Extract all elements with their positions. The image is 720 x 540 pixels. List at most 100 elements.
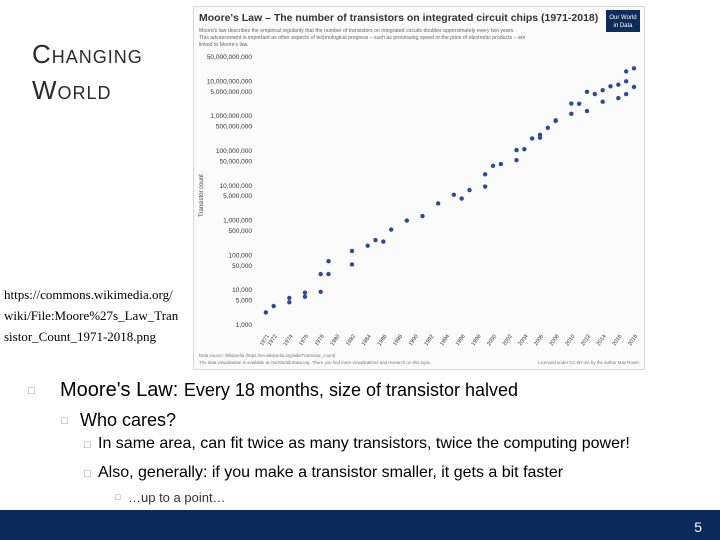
x-tick-label: 2018: [627, 334, 639, 347]
chart-subtitle-line-3: linked to Moore's law.: [199, 42, 248, 48]
x-tick-label: 2016: [612, 334, 624, 347]
page-number: 5: [694, 519, 702, 535]
y-tick-label: 100,000,000: [216, 148, 253, 155]
data-point: [569, 111, 574, 116]
data-point: [623, 91, 629, 97]
chart-svg: Moore's Law – The number of transistors …: [199, 10, 640, 365]
y-tick-label: 50,000,000: [219, 158, 252, 165]
y-tick-label: 10,000: [232, 287, 252, 294]
y-tick-label: 1,000: [236, 322, 253, 329]
data-point: [631, 84, 637, 90]
data-point: [623, 69, 629, 74]
data-point: [616, 82, 621, 87]
footer-bar: 5: [0, 510, 720, 540]
y-tick-label: 5,000: [236, 298, 253, 305]
owid-logo-line-1: Our World: [609, 15, 636, 21]
y-tick-label: 500,000,000: [216, 124, 253, 131]
data-point: [529, 136, 535, 141]
data-point: [271, 303, 276, 309]
data-point: [373, 237, 378, 243]
data-point: [514, 147, 519, 153]
data-point: [467, 187, 472, 193]
data-point: [287, 300, 292, 305]
data-point: [263, 310, 269, 315]
data-point: [553, 118, 558, 124]
x-tick-label: 1986: [377, 334, 389, 347]
x-tick-label: 2010: [565, 334, 577, 347]
x-tick-label: 1982: [345, 334, 357, 347]
data-point: [490, 163, 496, 168]
owid-logo: [606, 10, 640, 32]
x-tick-label: 2002: [502, 334, 514, 347]
image-source-link[interactable]: https://commons.wikimedia.org/wiki/File:…: [4, 287, 179, 344]
slide-title-line-1: Changing: [32, 39, 143, 69]
data-points: [263, 66, 637, 315]
x-tick-label: 1971: [259, 334, 271, 347]
data-point: [631, 66, 637, 71]
chart-subtitle-line-1: Moore's law describes the empirical regu…: [199, 28, 515, 34]
data-point: [569, 101, 574, 106]
data-point: [302, 294, 308, 299]
data-point: [302, 290, 308, 295]
y-tick-label: 10,000,000: [219, 183, 252, 190]
chart-source-note: Data source: Wikipedia (https://en.wikip…: [199, 353, 336, 358]
data-point: [514, 157, 519, 163]
x-tick-label: 2006: [533, 334, 545, 347]
x-tick-label: 1978: [314, 334, 326, 347]
bullet-up-to-a-point: …up to a point…: [128, 490, 226, 505]
owid-logo-line-2: in Data: [613, 23, 633, 29]
data-point: [365, 243, 370, 248]
bullet-same-area: In same area, can fit twice as many tran…: [98, 435, 630, 452]
bullet-marker: □: [115, 492, 121, 502]
x-tick-label: 1990: [408, 334, 420, 347]
y-tick-label: 100,000: [229, 252, 253, 259]
slide-title: Changing World: [32, 36, 192, 108]
y-tick-label: 1,000,000,000: [210, 113, 252, 120]
moores-law-chart: Moore's Law – The number of transistors …: [193, 6, 645, 370]
chart-viz-note: The data visualization is available at O…: [199, 360, 431, 365]
y-tick-label: 5,000,000: [223, 193, 252, 200]
data-point: [608, 84, 613, 89]
x-tick-label: 1974: [283, 334, 295, 347]
x-tick-label: 2008: [549, 334, 561, 347]
bullet-who-cares: Who cares?: [80, 410, 177, 430]
data-point: [459, 196, 464, 201]
chart-title: Moore's Law – The number of transistors …: [199, 12, 598, 24]
x-tick-label: 1972: [267, 334, 279, 347]
data-point: [537, 135, 543, 140]
y-tick-label: 5,000,000,000: [210, 89, 252, 96]
data-point: [435, 201, 441, 206]
bullet-marker: □: [61, 415, 68, 427]
x-tick-label: 1988: [392, 334, 404, 347]
data-point: [349, 248, 355, 254]
y-axis-label: Transistor count: [199, 174, 205, 217]
y-axis-ticks: 50,000,000,000 10,000,000,000 5,000,000,00…: [207, 54, 253, 329]
data-point: [326, 259, 331, 264]
y-tick-label: 500,000: [229, 228, 253, 235]
chart-subtitle-line-2: This advancement is important as other a…: [199, 35, 526, 41]
data-point: [388, 227, 394, 232]
data-point: [404, 218, 410, 223]
data-point: [451, 192, 457, 197]
data-point: [318, 271, 323, 277]
x-tick-label: 1996: [455, 334, 467, 347]
bullet-moores-law-text: Every 18 months, size of transistor halv…: [183, 380, 519, 400]
x-tick-label: 1992: [424, 334, 436, 347]
data-point: [482, 172, 488, 177]
data-point: [584, 89, 590, 95]
bullet-marker: □: [84, 468, 91, 480]
bullet-moores-law-head: Moore's Law:: [60, 379, 179, 401]
data-point: [545, 125, 551, 130]
data-point: [349, 262, 355, 267]
data-point: [420, 213, 425, 219]
data-point: [287, 295, 292, 301]
data-point: [318, 289, 323, 294]
x-tick-label: 2012: [580, 334, 592, 347]
data-point: [592, 91, 598, 97]
chart-license-note: Licensed under CC-BY-SA by the author Ma…: [538, 360, 640, 365]
y-tick-label: 10,000,000,000: [207, 78, 253, 85]
x-tick-label: 1980: [330, 334, 342, 347]
bullet-marker: □: [28, 385, 35, 397]
data-point: [600, 99, 605, 104]
